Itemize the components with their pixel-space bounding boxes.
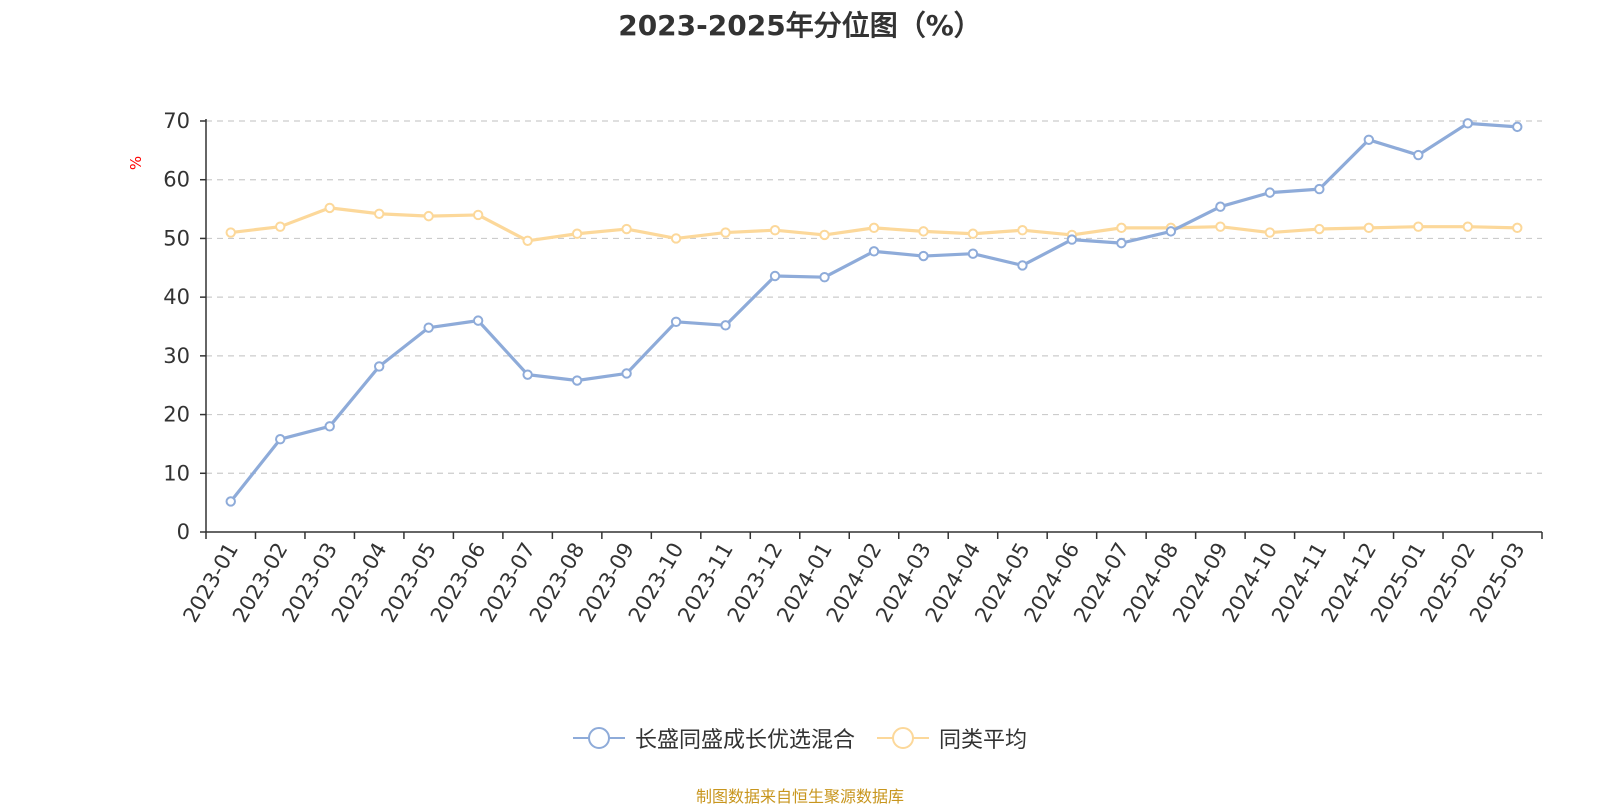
data-point: [423, 322, 434, 333]
data-point: [373, 361, 385, 372]
data-point: [275, 434, 286, 445]
source-note: 制图数据来自恒生聚源数据库: [695, 787, 904, 806]
series-peer-average: [225, 202, 1523, 246]
legend-item-fund[interactable]: 长盛同盛成长优选混合: [572, 722, 855, 754]
series-lines: [225, 118, 1523, 507]
data-point: [621, 223, 632, 235]
data-point: [1264, 187, 1276, 198]
legend-item-peer-average[interactable]: 同类平均: [877, 722, 1027, 754]
legend-peer-marker-icon: [877, 727, 929, 749]
data-point: [670, 316, 682, 328]
data-point: [967, 228, 979, 239]
axes: 0102030405060702023-012023-022023-032023…: [163, 109, 1543, 626]
y-tick-label: 40: [163, 285, 190, 309]
data-point: [225, 227, 236, 238]
y-tick-label: 0: [177, 520, 190, 544]
data-point: [571, 228, 583, 239]
chart-title: 2023-2025年分位图（%）: [618, 9, 982, 42]
data-point: [472, 209, 484, 221]
legend-fund-marker-icon: [572, 727, 625, 749]
data-point: [1314, 223, 1325, 235]
data-point: [1066, 234, 1078, 245]
data-point: [720, 320, 731, 331]
data-point: [769, 270, 781, 282]
gridlines: [206, 120, 1542, 474]
data-point: [522, 369, 533, 380]
data-point: [1462, 118, 1473, 129]
data-point: [472, 315, 484, 326]
data-point: [324, 202, 335, 214]
data-point: [1165, 226, 1177, 237]
data-point: [571, 375, 583, 386]
data-point: [918, 250, 929, 262]
data-point: [324, 421, 335, 432]
data-point: [967, 248, 979, 259]
data-point: [275, 221, 286, 232]
data-point: [769, 225, 781, 236]
data-point: [1215, 201, 1226, 212]
y-axis-unit-label: %: [127, 156, 145, 170]
data-point: [1512, 121, 1523, 133]
legend-peer-label: 同类平均: [939, 728, 1028, 753]
data-point: [918, 226, 929, 237]
data-point: [621, 368, 632, 379]
data-point: [868, 222, 880, 234]
data-point: [1264, 227, 1276, 238]
data-point: [225, 496, 236, 507]
data-point: [1413, 149, 1424, 161]
data-point: [423, 210, 434, 222]
y-tick-label: 10: [163, 461, 190, 485]
y-tick-label: 20: [163, 403, 190, 427]
data-point: [1512, 222, 1523, 234]
data-point: [1413, 221, 1424, 232]
data-point: [1215, 221, 1226, 232]
y-tick-label: 30: [163, 344, 190, 368]
data-point: [522, 235, 533, 246]
data-point: [819, 229, 830, 241]
data-point: [1462, 221, 1473, 232]
data-point: [1363, 222, 1375, 234]
data-point: [1017, 225, 1028, 236]
data-point: [1314, 183, 1325, 195]
data-point: [670, 233, 682, 244]
y-tick-label: 50: [163, 226, 190, 250]
data-point: [1017, 260, 1028, 271]
y-tick-label: 70: [163, 109, 190, 133]
data-point: [720, 227, 731, 238]
data-point: [819, 271, 830, 283]
data-point: [1363, 134, 1375, 145]
data-point: [373, 208, 385, 219]
series-line: [229, 121, 1519, 504]
legend: 长盛同盛成长优选混合 同类平均: [0, 722, 1600, 754]
series-fund: [225, 118, 1523, 507]
data-point: [1116, 222, 1127, 234]
y-tick-label: 60: [163, 168, 190, 192]
data-point: [1116, 237, 1127, 249]
data-point: [868, 246, 880, 257]
legend-fund-label: 长盛同盛成长优选混合: [634, 728, 855, 753]
